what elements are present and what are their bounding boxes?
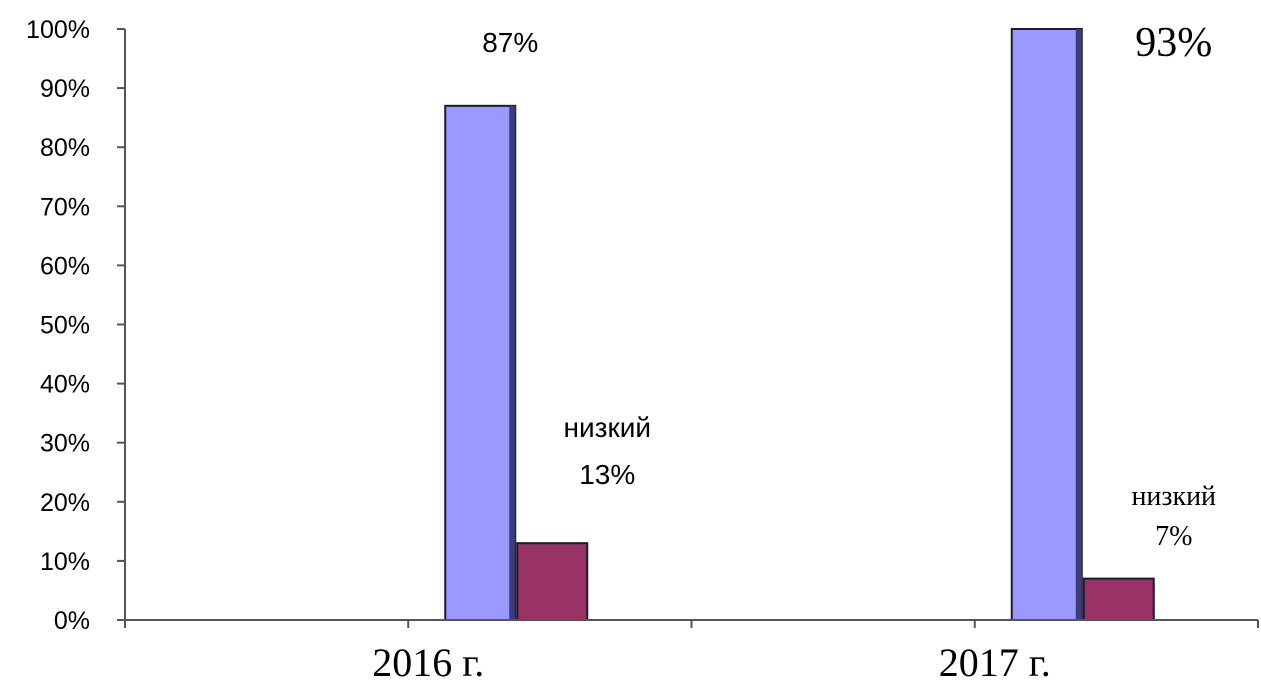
bar-series-2-1 bbox=[516, 542, 589, 621]
x-axis: 2016 г. 2017 г. bbox=[124, 619, 1259, 680]
bars bbox=[444, 28, 1155, 622]
y-tick-label: 10% bbox=[40, 548, 90, 576]
data-label: низкий 7% bbox=[1131, 481, 1216, 552]
y-tick-label: 50% bbox=[40, 312, 90, 340]
data-label: 87% bbox=[482, 27, 538, 58]
y-tick-label: 30% bbox=[40, 430, 90, 458]
bar-rect bbox=[516, 542, 589, 621]
y-tick-label: 60% bbox=[40, 252, 90, 280]
y-tick-label: 80% bbox=[40, 134, 90, 162]
y-tick-label: 70% bbox=[40, 193, 90, 221]
y-tick-label: 40% bbox=[40, 371, 90, 399]
bar-series-1-2 bbox=[1010, 28, 1083, 621]
bar-side-shade bbox=[509, 105, 516, 620]
bar-rect bbox=[444, 104, 517, 621]
bar-rect bbox=[1010, 28, 1083, 621]
data-label: низкий 13% bbox=[564, 412, 651, 490]
y-tick-label: 90% bbox=[40, 75, 90, 103]
bar-side-shade bbox=[1075, 29, 1082, 620]
y-axis: 0% 10% 20% 30% 40% 50% 60% 70% 80% 90% 100% bbox=[26, 16, 126, 635]
y-tick-label: 20% bbox=[40, 489, 90, 517]
x-category-label: 2017 г. bbox=[939, 640, 1051, 680]
y-tick-label: 100% bbox=[26, 16, 90, 44]
bar-series-2-2 bbox=[1082, 577, 1155, 622]
data-labels: 87% низкий 13% 93% низкий 7% bbox=[482, 20, 1216, 552]
data-label: 93% bbox=[1135, 20, 1212, 66]
x-category-label: 2016 г. bbox=[372, 640, 484, 680]
bar-rect bbox=[1082, 577, 1155, 622]
y-tick-label: 0% bbox=[54, 607, 90, 635]
bar-series-1-1 bbox=[444, 104, 517, 621]
